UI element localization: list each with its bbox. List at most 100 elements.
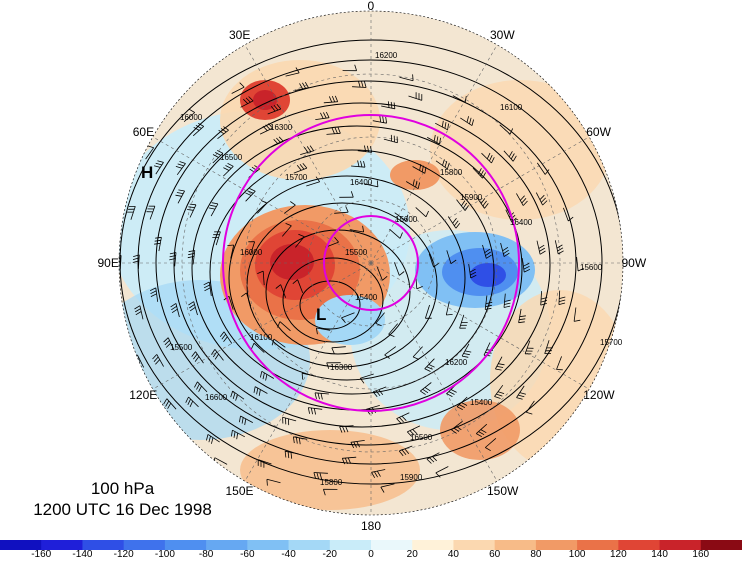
wind-barb-feather [469,268,476,273]
wind-barb-feather [292,279,298,285]
wind-barb-feather [459,404,465,408]
wind-barb-feather [306,146,312,152]
wind-barb-feather [363,161,366,168]
wind-barb [352,86,367,88]
wind-barb-feather [521,198,527,204]
wind-barb [145,147,155,160]
wind-barb-feather [424,387,431,392]
wind-barb-feather [439,137,441,145]
colorbar-tick-label: -140 [72,549,93,560]
colorbar-swatch [247,540,290,550]
wind-barb [399,76,414,82]
wind-barb [192,250,196,265]
wind-barb-feather [323,489,326,496]
contour-label: 16000 [180,113,203,122]
wind-barb-feather [456,406,463,410]
wind-barb [412,166,425,174]
wind-barb [119,190,124,204]
colorbar-swatch [123,540,166,550]
wind-barb-feather [539,250,546,255]
wind-barb [323,101,338,104]
wind-barb [331,346,346,349]
wind-barb-feather [331,95,336,103]
wind-barb-feather [485,447,491,452]
wind-barb-feather [277,321,281,328]
wind-barb-feather [320,112,324,119]
wind-barb-feather [223,167,230,171]
wind-barb-feather [378,389,384,395]
wind-barb [371,469,386,473]
wind-barb-feather [422,388,429,394]
wind-barb-feather [176,192,184,194]
wind-barb-feather [314,392,317,399]
wind-barb-feather [284,451,287,458]
wind-barb [208,281,212,296]
wind-barb-feather [316,327,318,335]
wind-barb-feather [484,248,491,254]
wind-barb-feather [461,402,468,406]
wind-barb [503,293,506,308]
wind-barb-feather [421,165,424,172]
wind-barb-feather [163,398,168,405]
wind-barb [155,287,159,302]
wind-barb [167,337,175,351]
wind-barb-feather [502,246,509,252]
wind-barb [267,108,281,115]
wind-barb-feather [496,366,504,368]
wind-barb-feather [165,400,170,407]
wind-barb [253,342,265,353]
wind-barb [258,459,272,465]
datetime-label: 1200 UTC 16 Dec 1998 [33,500,212,519]
colorbar-swatch [453,540,496,550]
contour-label: 15500 [345,248,368,257]
wind-barb-feather [157,160,164,163]
wind-barb-feather [568,216,574,222]
wind-barb-feather [293,436,295,444]
wind-barb [412,346,423,358]
wind-barb-feather [208,207,216,210]
wind-barb-feather [119,311,124,316]
colorbar-tick-label: -60 [240,549,255,560]
wind-barb [446,250,452,264]
wind-barb [119,255,122,270]
wind-barb [177,190,185,204]
wind-barb-feather [559,296,566,299]
wind-barb-feather [302,162,308,169]
wind-barb-feather [189,203,197,206]
wind-barb [540,291,542,306]
wind-barb-feather [556,244,563,249]
longitude-label: 120E [129,387,158,402]
wind-barb [270,141,284,148]
wind-barb-feather [486,254,492,259]
wind-barb [357,150,372,153]
wind-barb-feather [412,429,418,435]
wind-barb-feather [419,164,422,171]
wind-barb [388,323,399,335]
wind-barb-feather [464,205,469,211]
wind-barb-feather [541,197,546,203]
wind-barb-feather [384,354,390,359]
wind-barb-feather [518,321,525,324]
map-title: 100 hPa 1200 UTC 16 Dec 1998 [0,478,245,520]
longitude-label: 30E [229,28,251,43]
wind-barb-feather [485,304,492,307]
colorbar-tick-label: 20 [406,549,418,560]
wind-barb-feather [412,356,420,360]
colorbar-swatch [41,540,83,550]
wind-barb-feather [364,81,367,88]
wind-barb-feather [247,190,254,194]
low-pressure-marker: L [316,305,327,324]
wind-barb-feather [354,64,357,71]
wind-barb-feather [387,101,390,108]
wind-barb [189,204,197,218]
wind-barb-feather [210,204,217,207]
wind-barb-feather [266,479,268,486]
wind-barb [360,373,374,379]
wind-barb-feather [476,433,482,438]
wind-barb-feather [480,170,484,177]
wind-barb [389,228,401,239]
wind-barb-feather [258,389,261,396]
wind-barb [212,153,224,164]
wind-barb-feather [233,431,236,438]
wind-barb [451,420,463,431]
